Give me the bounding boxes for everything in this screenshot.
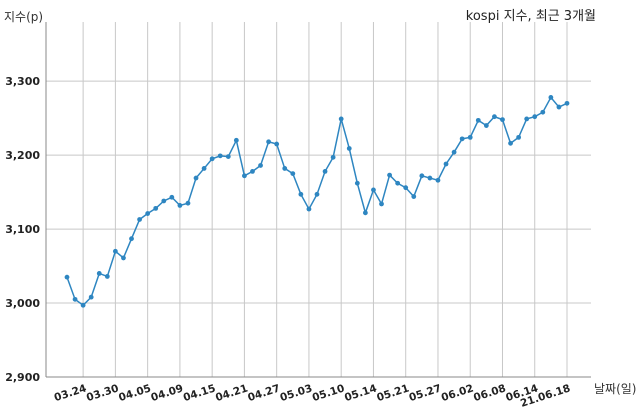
data-point <box>483 123 489 128</box>
data-point <box>362 210 368 216</box>
x-tick-label: 04.09 <box>150 382 185 404</box>
data-point <box>137 217 142 222</box>
data-point <box>145 211 151 216</box>
data-point <box>306 206 312 212</box>
data-point <box>88 294 94 300</box>
data-point <box>217 153 223 159</box>
x-tick-label: 04.27 <box>246 382 281 404</box>
data-point <box>233 137 239 143</box>
data-point <box>532 114 538 120</box>
data-point <box>266 139 272 145</box>
data-point <box>330 154 336 160</box>
data-point <box>451 149 457 155</box>
x-axis-label: 날짜(일) <box>594 382 636 396</box>
data-point <box>72 296 78 302</box>
data-point <box>129 236 134 242</box>
x-tick-label: 04.15 <box>182 382 217 404</box>
data-point <box>492 114 497 120</box>
data-point <box>112 248 118 254</box>
series-line <box>66 96 568 307</box>
series <box>64 95 570 308</box>
y-tick-label: 2,900 <box>5 371 40 384</box>
x-tick-label: 06.08 <box>472 382 507 404</box>
data-point <box>443 161 449 167</box>
data-point <box>419 173 425 179</box>
data-point <box>395 180 401 186</box>
y-tick-label: 3,200 <box>5 149 40 162</box>
data-point <box>338 116 344 122</box>
data-point <box>548 95 554 100</box>
data-point <box>201 166 207 171</box>
data-point <box>387 172 392 178</box>
data-point <box>354 180 360 186</box>
data-point <box>282 166 288 171</box>
data-point <box>403 185 409 191</box>
data-point <box>258 163 263 168</box>
data-point <box>346 146 352 151</box>
x-tick-label: 05.14 <box>343 382 378 404</box>
data-point <box>250 168 255 174</box>
data-point <box>371 187 376 193</box>
data-point <box>104 274 110 279</box>
data-point <box>475 117 481 123</box>
data-point <box>121 255 126 261</box>
data-point <box>298 191 304 197</box>
x-tick-label: 04.05 <box>117 382 152 404</box>
data-point <box>516 134 522 140</box>
data-point <box>459 136 465 142</box>
data-point <box>435 177 441 183</box>
y-tick-label: 3,100 <box>5 223 40 236</box>
data-point <box>193 175 199 181</box>
grid <box>46 22 591 378</box>
data-point <box>153 205 159 211</box>
x-tick-label: 05.03 <box>279 382 314 404</box>
x-tick-label: 05.27 <box>408 382 443 404</box>
data-point <box>314 191 320 197</box>
x-tick-label: 03.24 <box>53 382 88 404</box>
data-point <box>524 116 530 122</box>
y-tick-label: 3,300 <box>5 75 40 88</box>
data-point <box>274 141 280 147</box>
data-point <box>169 194 175 200</box>
data-point <box>564 100 570 106</box>
data-point <box>225 154 231 160</box>
data-point <box>556 104 562 110</box>
x-tick-label: 06.02 <box>440 382 475 404</box>
y-axis-label: 지수(p) <box>4 10 43 24</box>
data-point <box>540 109 546 115</box>
data-point <box>185 200 191 206</box>
data-point <box>467 134 473 140</box>
data-point <box>242 173 247 179</box>
data-point <box>161 198 167 204</box>
data-point <box>177 203 183 208</box>
data-point <box>411 194 417 199</box>
data-point <box>379 201 384 207</box>
data-point <box>64 274 70 280</box>
data-point <box>80 302 86 308</box>
data-point <box>427 175 433 181</box>
y-tick-label: 3,000 <box>5 297 40 310</box>
x-tick-label: 05.10 <box>311 382 346 404</box>
data-point <box>290 171 296 177</box>
data-point <box>500 117 505 123</box>
x-tick-label: 05.21 <box>375 382 410 404</box>
data-point <box>322 168 328 174</box>
x-tick-label: 03.30 <box>85 382 120 404</box>
data-point <box>96 271 102 276</box>
x-tick-label: 04.21 <box>214 382 249 404</box>
axes <box>45 22 591 378</box>
chart-title: kospi 지수, 최근 3개월 <box>466 9 596 24</box>
data-point <box>508 140 513 146</box>
data-point <box>209 156 215 162</box>
